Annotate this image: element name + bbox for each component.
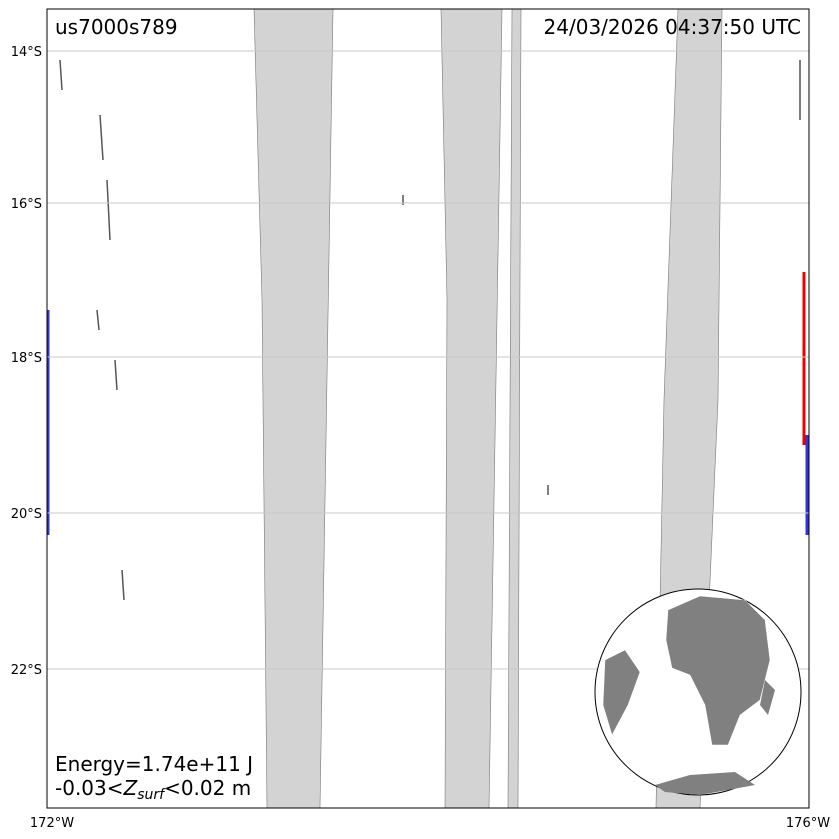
south-america <box>602 649 641 736</box>
range-label: -0.03<Zsurf<0.02 m <box>55 776 251 803</box>
madagascar <box>760 680 775 715</box>
range-subscript: surf <box>137 787 166 803</box>
y-tick-label: 16°S <box>11 197 42 212</box>
globe-inset <box>594 588 802 796</box>
africa <box>665 595 771 746</box>
range-high: <0.02 m <box>164 776 251 800</box>
timestamp: 24/03/2026 04:37:50 UTC <box>544 15 801 39</box>
map-area <box>46 8 810 809</box>
plot-frame <box>46 8 810 809</box>
event-id: us7000s789 <box>55 15 178 39</box>
y-tick-label: 20°S <box>11 507 42 522</box>
y-tick-label: 18°S <box>11 351 42 366</box>
range-symbol: Z <box>123 776 139 800</box>
contour-fragments <box>59 59 801 601</box>
antarctica <box>655 772 755 795</box>
y-tick-label: 22°S <box>11 663 42 678</box>
data-band <box>253 8 334 809</box>
y-tick-label: 14°S <box>11 45 42 60</box>
x-tick-label: 176°W <box>786 816 830 831</box>
x-axis: 172°W 176°W <box>30 816 830 831</box>
range-low: -0.03< <box>55 776 124 800</box>
y-axis: 14°S 16°S 18°S 20°S 22°S <box>11 45 42 678</box>
energy-label: Energy=1.74e+11 J <box>55 752 253 776</box>
x-tick-label: 172°W <box>30 816 74 831</box>
